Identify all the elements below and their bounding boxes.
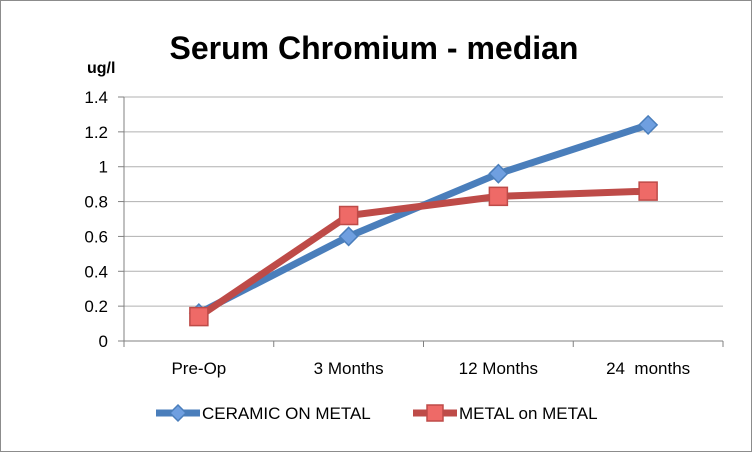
y-tick-label: 1.2 xyxy=(84,123,108,142)
y-tick-label: 0.8 xyxy=(84,193,108,212)
gridlines xyxy=(124,96,723,307)
legend-item: METAL on METAL xyxy=(413,404,598,423)
y-tick-label: 1 xyxy=(99,158,108,177)
square-marker xyxy=(638,181,658,201)
chart-title: Serum Chromium - median xyxy=(170,30,579,66)
y-tick-label: 0.2 xyxy=(84,297,108,316)
x-tick-label: Pre-Op xyxy=(171,359,226,378)
y-axis-ticks: 0 0.2 0.4 0.6 0.8 1 1.2 1.4 xyxy=(84,88,108,351)
legend-item: CERAMIC ON METAL xyxy=(156,403,371,423)
legend-label: CERAMIC ON METAL xyxy=(202,404,371,423)
x-tick-label: 3 Months xyxy=(314,359,384,378)
square-marker xyxy=(338,205,359,226)
diamond-marker xyxy=(338,226,359,247)
x-tick-label: 24 months xyxy=(606,359,690,378)
series-line xyxy=(195,121,652,317)
y-axis-unit-label: ug/l xyxy=(87,60,115,77)
x-tick-label: 12 Months xyxy=(459,359,538,378)
x-axis-ticks: Pre-Op 3 Months 12 Months 24 months xyxy=(171,359,690,378)
y-tick-label: 1.4 xyxy=(84,88,108,107)
series-line xyxy=(195,187,652,321)
square-marker xyxy=(426,404,444,422)
y-tick-label: 0 xyxy=(99,332,108,351)
diamond-marker xyxy=(168,403,188,423)
y-tick-label: 0.4 xyxy=(84,262,108,281)
legend: CERAMIC ON METAL METAL on METAL xyxy=(156,403,598,423)
y-tick-label: 0.6 xyxy=(84,227,108,246)
series-1 xyxy=(188,114,659,324)
square-marker xyxy=(189,306,209,327)
axes xyxy=(118,96,724,347)
square-marker xyxy=(488,186,509,207)
diamond-marker xyxy=(488,163,509,184)
diamond-marker xyxy=(638,114,659,135)
data-series xyxy=(188,114,659,327)
series-2 xyxy=(189,181,658,327)
legend-label: METAL on METAL xyxy=(459,404,598,423)
